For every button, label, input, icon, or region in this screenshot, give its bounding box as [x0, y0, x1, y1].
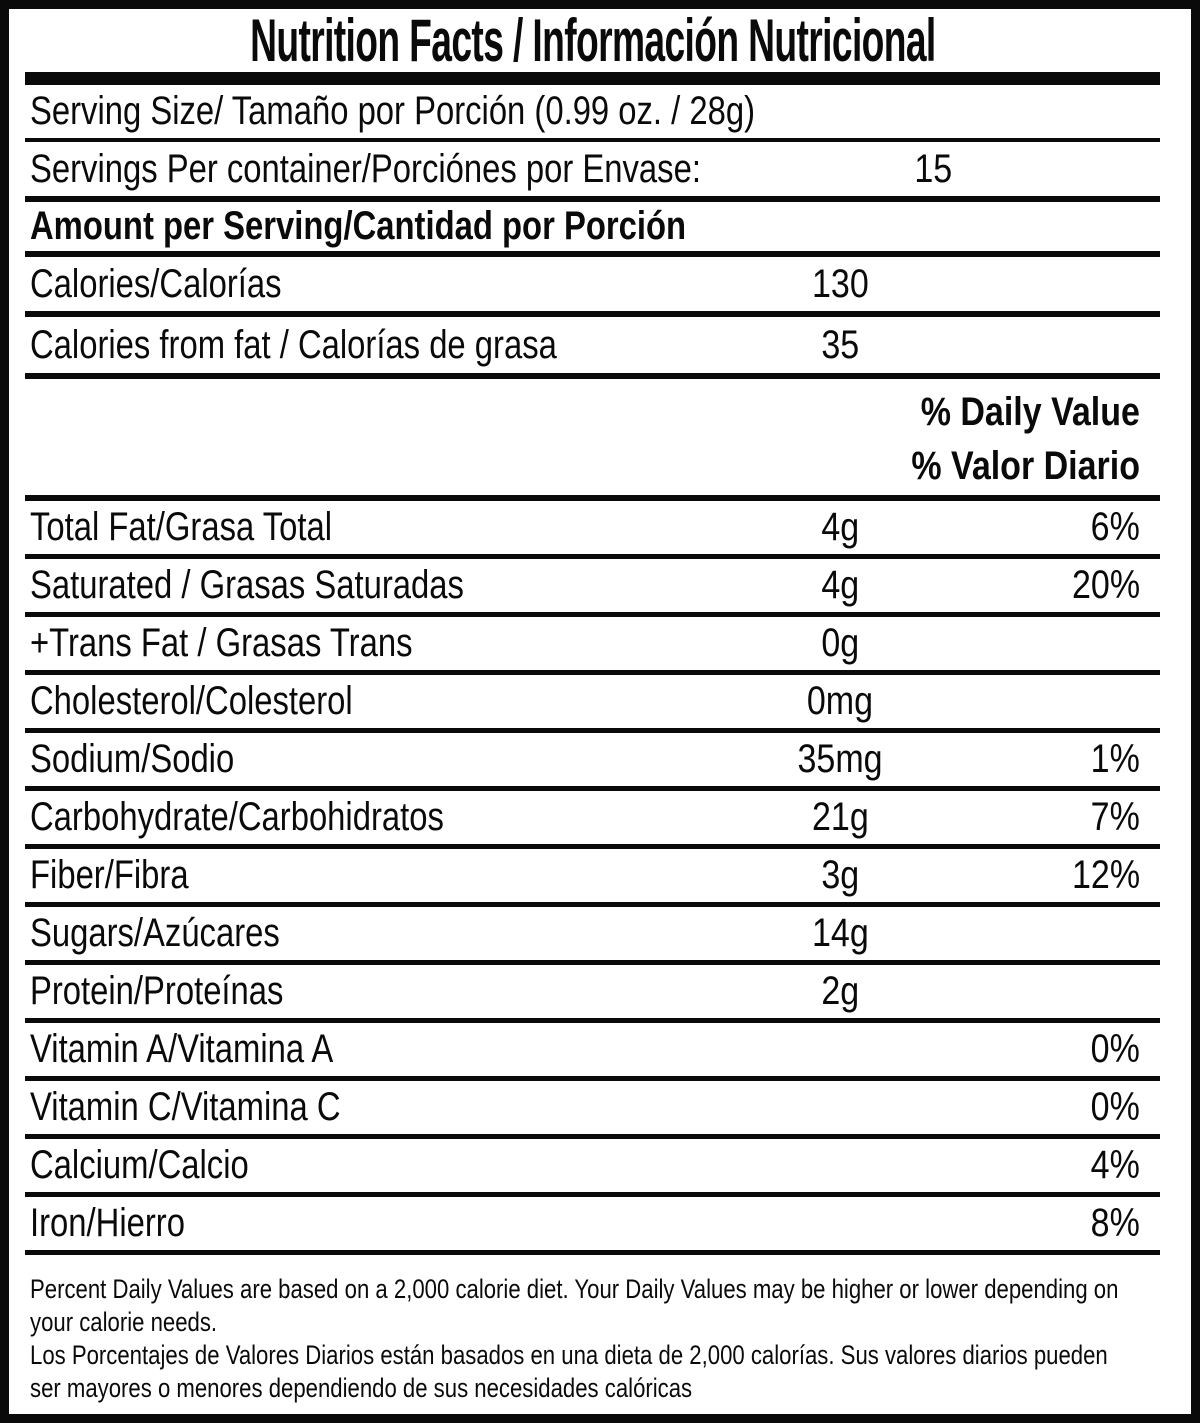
nutrient-row-trans-fat: +Trans Fat / Grasas Trans 0g [25, 617, 1160, 675]
nutrient-dv: 8% [1090, 1201, 1140, 1245]
nutrient-row-vitamin-a: Vitamin A/Vitamina A 0% [25, 1023, 1160, 1081]
nutrient-dv: 20% [1071, 563, 1140, 607]
title-divider-bar [25, 72, 1160, 85]
daily-value-header-es: % Valor Diario [911, 443, 1140, 488]
nutrient-label: Calcium/Calcio [30, 1143, 249, 1187]
label-title: Nutrition Facts / Información Nutriciona… [249, 7, 936, 74]
nutrient-label: Total Fat/Grasa Total [30, 505, 333, 549]
nutrient-dv: 6% [1090, 505, 1140, 549]
nutrient-label: Iron/Hierro [30, 1201, 185, 1245]
nutrient-row-vitamin-c: Vitamin C/Vitamina C 0% [25, 1081, 1160, 1139]
serving-size-label: Serving Size/ Tamaño por Porción (0.99 o… [30, 89, 756, 133]
nutrient-label: Vitamin C/Vitamina C [30, 1085, 341, 1129]
nutrient-amount: 4g [821, 563, 859, 607]
calories-from-fat-label-cell: Calories from fat / Calorías de grasa [25, 323, 755, 368]
daily-value-header-en: % Daily Value [920, 389, 1140, 434]
daily-value-header: % Daily Value % Valor Diario [25, 379, 1160, 501]
nutrient-row-cholesterol: Cholesterol/Colesterol 0mg [25, 675, 1160, 733]
calories-from-fat-row: Calories from fat / Calorías de grasa 35 [25, 317, 1160, 379]
nutrient-dv: 7% [1090, 795, 1140, 839]
nutrient-label: Protein/Proteínas [30, 969, 284, 1013]
footnote-english: Percent Daily Values are based on a 2,00… [30, 1274, 1119, 1337]
nutrient-label: Carbohydrate/Carbohidratos [30, 795, 444, 839]
nutrient-amount: 21g [811, 795, 869, 839]
calories-value-cell: 130 [755, 262, 925, 307]
servings-per-container-label: Servings Per container/Porciónes por Env… [30, 146, 701, 191]
nutrient-dv: 0% [1090, 1027, 1140, 1071]
nutrient-row-carbohydrate: Carbohydrate/Carbohidratos 21g 7% [25, 791, 1160, 849]
nutrient-amount: 0g [821, 621, 859, 665]
calories-row: Calories/Calorías 130 [25, 257, 1160, 317]
nutrient-dv: 0% [1090, 1085, 1140, 1129]
nutrient-dv: 12% [1071, 853, 1140, 897]
serving-size-row: Serving Size/ Tamaño por Porción (0.99 o… [25, 85, 1160, 142]
nutrient-amount: 3g [821, 853, 859, 897]
nutrient-label: +Trans Fat / Grasas Trans [30, 621, 413, 665]
nutrient-label: Saturated / Grasas Saturadas [30, 563, 464, 607]
amount-per-serving-label: Amount per Serving/Cantidad por Porción [30, 204, 687, 248]
nutrient-row-sodium: Sodium/Sodio 35mg 1% [25, 733, 1160, 791]
calories-value: 130 [811, 261, 869, 306]
nutrient-label: Fiber/Fibra [30, 853, 189, 897]
serving-size-label-cell: Serving Size/ Tamaño por Porción (0.99 o… [25, 89, 914, 134]
nutrient-amount: 35mg [797, 737, 883, 781]
footnote: Percent Daily Values are based on a 2,00… [25, 1255, 1160, 1405]
nutrient-label: Vitamin A/Vitamina A [30, 1027, 334, 1071]
nutrient-dv: 1% [1090, 737, 1140, 781]
nutrient-amount: 2g [821, 969, 859, 1013]
nutrient-row-total-fat: Total Fat/Grasa Total 4g 6% [25, 501, 1160, 559]
calories-from-fat-value-cell: 35 [755, 323, 925, 368]
nutrient-amount: 0mg [806, 679, 874, 723]
label-content: Nutrition Facts / Información Nutriciona… [9, 9, 1191, 1405]
nutrient-amount: 14g [811, 911, 869, 955]
calories-from-fat-label: Calories from fat / Calorías de grasa [30, 322, 557, 367]
label-header: Nutrition Facts / Información Nutriciona… [25, 7, 1160, 74]
nutrient-row-protein: Protein/Proteínas 2g [25, 965, 1160, 1023]
nutrient-row-iron: Iron/Hierro 8% [25, 1197, 1160, 1255]
servings-per-container-value-cell: 15 [848, 147, 1018, 192]
nutrient-amount: 4g [821, 505, 859, 549]
calories-label: Calories/Calorías [30, 261, 282, 306]
servings-per-container-label-cell: Servings Per container/Porciónes por Env… [25, 147, 848, 192]
calories-from-fat-value: 35 [821, 322, 859, 367]
amount-per-serving-row: Amount per Serving/Cantidad por Porción [25, 202, 1160, 257]
servings-per-container-value: 15 [914, 146, 953, 191]
nutrient-dv: 4% [1090, 1143, 1140, 1187]
calories-label-cell: Calories/Calorías [25, 262, 755, 307]
nutrient-row-calcium: Calcium/Calcio 4% [25, 1139, 1160, 1197]
nutrient-label: Sodium/Sodio [30, 737, 235, 781]
amount-per-serving-label-cell: Amount per Serving/Cantidad por Porción [25, 204, 830, 249]
nutrient-row-saturated-fat: Saturated / Grasas Saturadas 4g 20% [25, 559, 1160, 617]
nutrient-row-sugars: Sugars/Azúcares 14g [25, 907, 1160, 965]
nutrient-row-fiber: Fiber/Fibra 3g 12% [25, 849, 1160, 907]
nutrient-label: Sugars/Azúcares [30, 911, 280, 955]
nutrient-label: Cholesterol/Colesterol [30, 679, 353, 723]
servings-per-container-row: Servings Per container/Porciónes por Env… [25, 142, 1160, 202]
footnote-spanish: Los Porcentajes de Valores Diarios están… [30, 1340, 1108, 1403]
